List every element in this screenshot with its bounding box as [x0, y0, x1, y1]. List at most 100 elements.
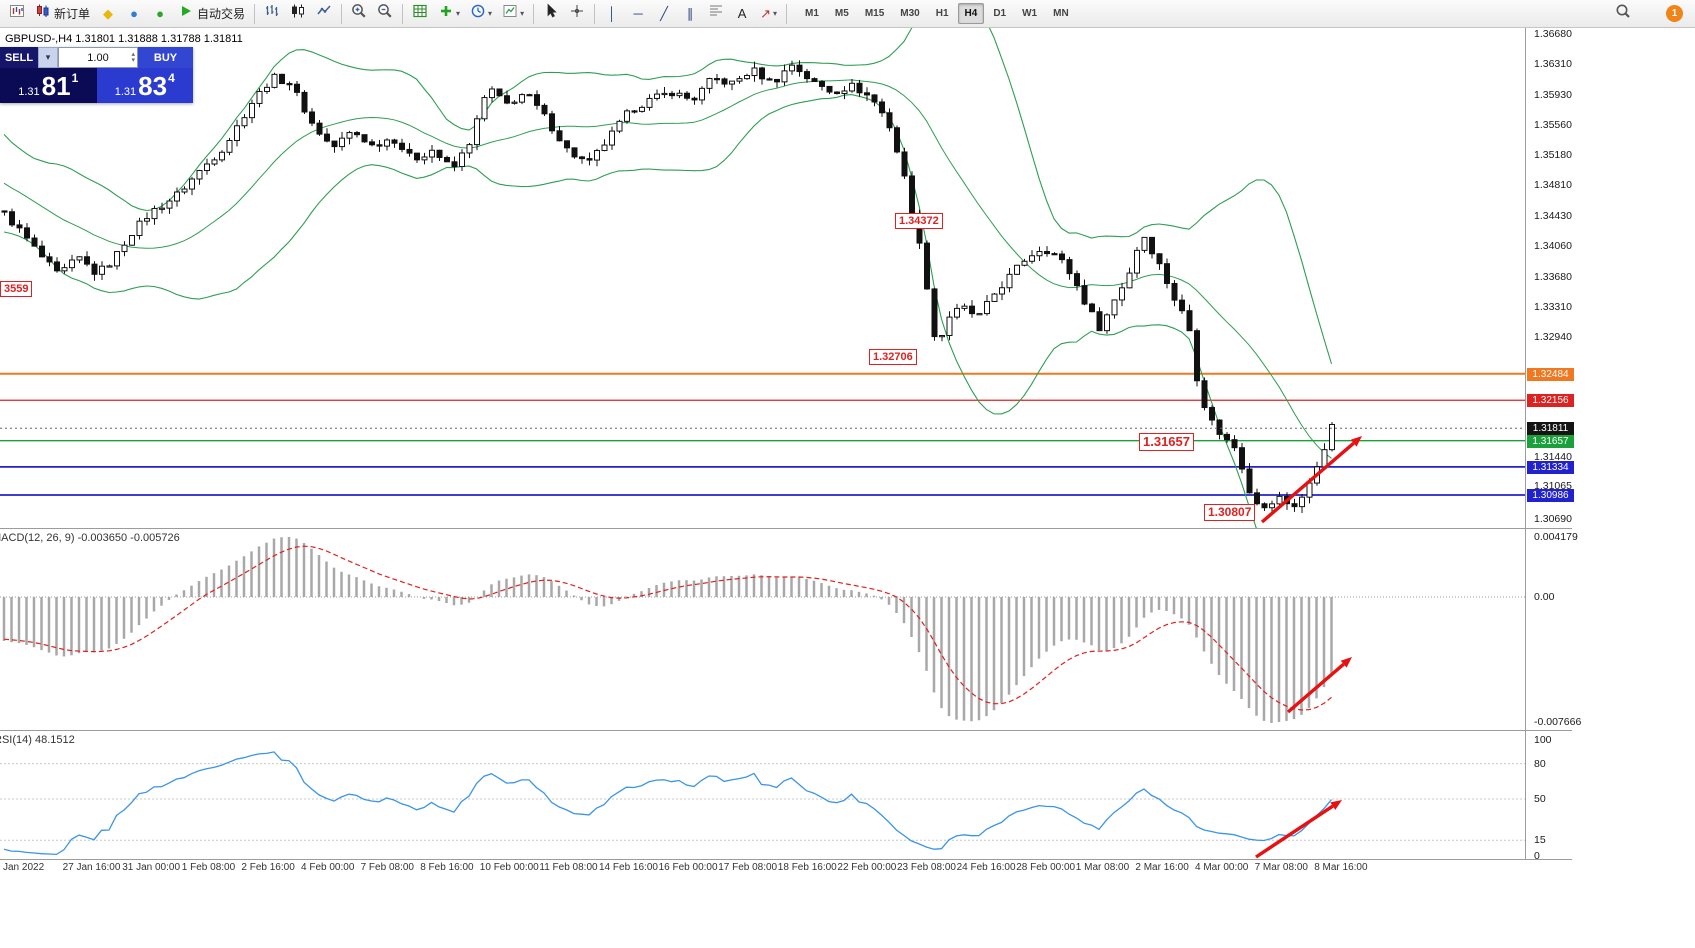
sell-button[interactable]: SELL: [0, 47, 38, 68]
zoom-in-button[interactable]: [347, 2, 371, 26]
macd-signal-line: [3, 545, 1332, 711]
price-axis-label: 1.31440: [1534, 451, 1572, 463]
crosshair-button[interactable]: [565, 2, 589, 26]
channel-button[interactable]: ∥: [678, 2, 702, 26]
timeframe-h4[interactable]: H4: [957, 3, 985, 24]
candlestick-chart-button[interactable]: [286, 2, 310, 26]
timeframe-m30[interactable]: M30: [900, 8, 920, 19]
time-axis-label: 17 Feb 08:00: [718, 862, 778, 873]
toolbar-separator: [594, 3, 596, 24]
price-axis-label: 1.34810: [1534, 179, 1572, 191]
price-axis-label: 1.33680: [1534, 271, 1572, 283]
fibonacci-button[interactable]: [704, 2, 728, 26]
trend-arrow[interactable]: [1260, 436, 1362, 524]
dropdown-caret-icon: ▾: [488, 9, 493, 18]
support-icon: ●: [156, 6, 164, 21]
toolbar-separator: [402, 3, 404, 24]
line-chart-button[interactable]: [312, 2, 336, 26]
panel-separator: [0, 859, 1572, 860]
timeframe-m15[interactable]: M15: [864, 8, 885, 19]
autotrading-button-label: 自动交易: [197, 7, 246, 21]
horizontal-line-button[interactable]: ─: [626, 2, 650, 26]
price-axis-box: 1.32156: [1527, 393, 1574, 407]
volume-input[interactable]: 1.00 ▴ ▾: [58, 47, 138, 68]
timeframe-w1[interactable]: W1: [1022, 8, 1038, 19]
new-order-icon: [35, 3, 51, 24]
panel-separator[interactable]: [0, 730, 1572, 731]
timeframe-m1[interactable]: M1: [805, 8, 819, 19]
macd-indicator-panel[interactable]: [0, 529, 1525, 730]
macd-scale-label: 0.00: [1534, 591, 1555, 603]
spinner-down-icon: ▾: [131, 56, 135, 64]
volume-spinner[interactable]: ▴ ▾: [131, 48, 135, 67]
dropdown-caret-icon: ▾: [456, 9, 461, 18]
new-chart-button[interactable]: [5, 2, 29, 26]
arrows-button[interactable]: ↗ ▾: [756, 2, 781, 26]
new-order-button-label: 新订单: [54, 7, 91, 21]
timeframe-h1[interactable]: H1: [935, 8, 949, 19]
periods-button[interactable]: ▾: [466, 2, 496, 26]
buy-button[interactable]: BUY: [138, 47, 193, 68]
time-axis-label: Jan 2022: [3, 862, 45, 873]
market-watch-button[interactable]: ◆: [96, 2, 120, 26]
time-axis-label: 8 Feb 16:00: [420, 862, 474, 873]
price-axis-label: 1.34430: [1534, 210, 1572, 222]
timeframe-m5[interactable]: M5: [834, 8, 849, 19]
indicators-icon: [438, 3, 454, 24]
panel-separator[interactable]: [0, 528, 1572, 529]
chevron-down-icon: ▾: [45, 52, 51, 62]
time-axis-label: 1 Mar 08:00: [1075, 862, 1130, 873]
autotrading-button[interactable]: 自动交易: [174, 2, 249, 26]
templates-icon: [502, 3, 518, 24]
timeframe-d1[interactable]: D1: [993, 8, 1007, 19]
notification-badge[interactable]: 1: [1666, 5, 1683, 22]
price-axis-label: 1.33310: [1534, 301, 1572, 313]
candles: [1, 60, 1335, 514]
time-axis-label: 18 Feb 16:00: [777, 862, 837, 873]
macd-histogram: [2, 537, 1333, 723]
bollinger-middle-band: [3, 79, 1332, 459]
channel-icon: ∥: [686, 6, 694, 21]
zoom-out-button[interactable]: [373, 2, 397, 26]
text-button[interactable]: A: [730, 2, 754, 26]
community-button[interactable]: ●: [122, 2, 146, 26]
price-axis-label: 1.30690: [1534, 513, 1572, 525]
toolbar: 新订单 ◆ ● ● 自动交易 ▾ ▾ ▾ │ ─ ╱ ∥ A ↗ ▾ M1 M5 M15 M30 H1 H4 D1 W1 MN…: [0, 0, 1695, 28]
dropdown-caret-icon: ▾: [772, 9, 777, 18]
bar-chart-icon: [264, 3, 280, 24]
new-order-button[interactable]: 新订单: [31, 2, 94, 26]
price-axis-label: 1.32940: [1534, 331, 1572, 343]
buy-price[interactable]: 1.31 83 4: [96, 68, 193, 103]
time-axis-label: 24 Feb 16:00: [956, 862, 1016, 873]
indicators-button[interactable]: ▾: [434, 2, 464, 26]
bar-chart-button[interactable]: [260, 2, 284, 26]
price-scale-border: [1525, 28, 1526, 859]
vertical-line-icon: │: [608, 6, 617, 21]
trend-arrow[interactable]: [1255, 800, 1342, 859]
dropdown-caret-icon: ▾: [520, 9, 525, 18]
vertical-line-button[interactable]: │: [600, 2, 624, 26]
rsi-indicator-panel[interactable]: [0, 731, 1525, 859]
crosshair-icon: [569, 3, 585, 24]
price-axis-box: 1.31657: [1527, 434, 1574, 448]
buy-price-sup: 4: [168, 71, 175, 85]
horizontal-line-icon: ─: [633, 6, 643, 21]
time-axis-label: 14 Feb 16:00: [599, 862, 658, 873]
trendline-button[interactable]: ╱: [652, 2, 676, 26]
price-axis-label: 1.35930: [1534, 89, 1572, 101]
support-button[interactable]: ●: [148, 2, 172, 26]
tile-windows-button[interactable]: [408, 2, 432, 26]
rsi-scale-label: 50: [1534, 793, 1546, 805]
cursor-button[interactable]: [539, 2, 563, 26]
price-chart[interactable]: [0, 28, 1525, 529]
templates-button[interactable]: ▾: [498, 2, 528, 26]
sell-price[interactable]: 1.31 81 1: [0, 68, 97, 103]
search-button[interactable]: [1611, 2, 1635, 26]
price-axis-box: 1.32484: [1527, 367, 1574, 381]
timeframe-mn[interactable]: MN: [1053, 8, 1069, 19]
time-axis-label: 1 Feb 08:00: [181, 862, 236, 873]
trend-arrow[interactable]: [1286, 657, 1352, 714]
order-options-dropdown[interactable]: ▾: [38, 47, 58, 68]
time-axis-label: 2 Feb 16:00: [241, 862, 295, 873]
time-axis-label: 4 Mar 00:00: [1195, 862, 1249, 873]
